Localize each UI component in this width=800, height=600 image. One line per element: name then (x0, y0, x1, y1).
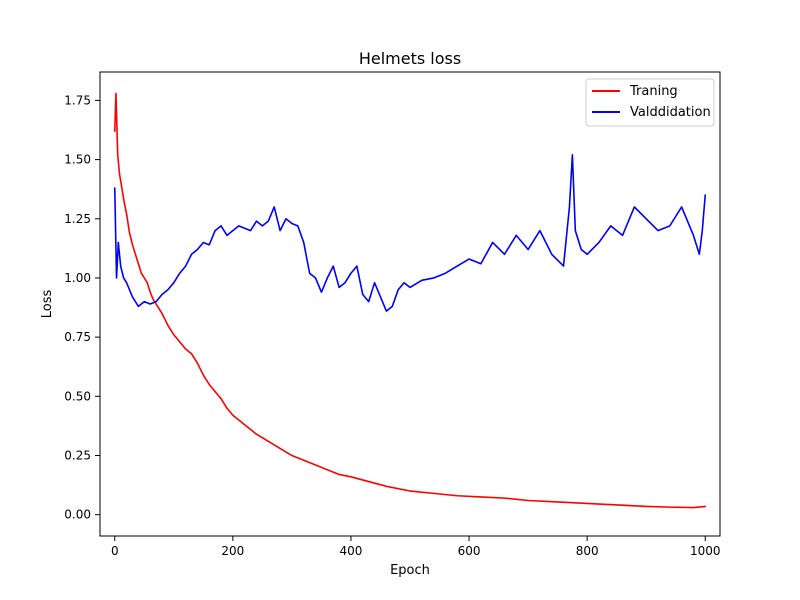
y-tick-label: 1.00 (64, 271, 91, 285)
x-axis-label: Epoch (390, 563, 430, 578)
legend-validation-label: Valddidation (630, 105, 711, 120)
legend: Traning Valddidation (585, 78, 715, 127)
y-axis-label: Loss (40, 290, 55, 319)
plot-frame (99, 71, 721, 537)
x-tick-label: 200 (221, 544, 244, 558)
y-tick-label: 0.75 (64, 330, 91, 344)
y-tick-label: 0.50 (64, 389, 91, 403)
y-tick-label: 1.25 (64, 212, 91, 226)
x-tick-label: 1000 (690, 544, 721, 558)
x-tick-label: 600 (458, 544, 481, 558)
axes-layer: 0 200 400 600 800 1000 0.00 0.25 0.50 0.75 1.00 1.2… (64, 93, 720, 558)
validation-loss-line (113, 154, 707, 312)
training-loss-line (113, 92, 707, 509)
legend-training-label: Traning (629, 84, 678, 99)
x-tick-label: 0 (111, 544, 119, 558)
series-layer (113, 92, 707, 509)
x-tick-label: 400 (339, 544, 362, 558)
chart-title: Helmets loss (359, 49, 461, 68)
x-tick-label: 800 (576, 544, 599, 558)
y-tick-label: 1.75 (64, 93, 91, 107)
y-tick-label: 0.25 (64, 449, 91, 463)
y-tick-label: 1.50 (64, 153, 91, 167)
y-tick-label: 0.00 (64, 508, 91, 522)
